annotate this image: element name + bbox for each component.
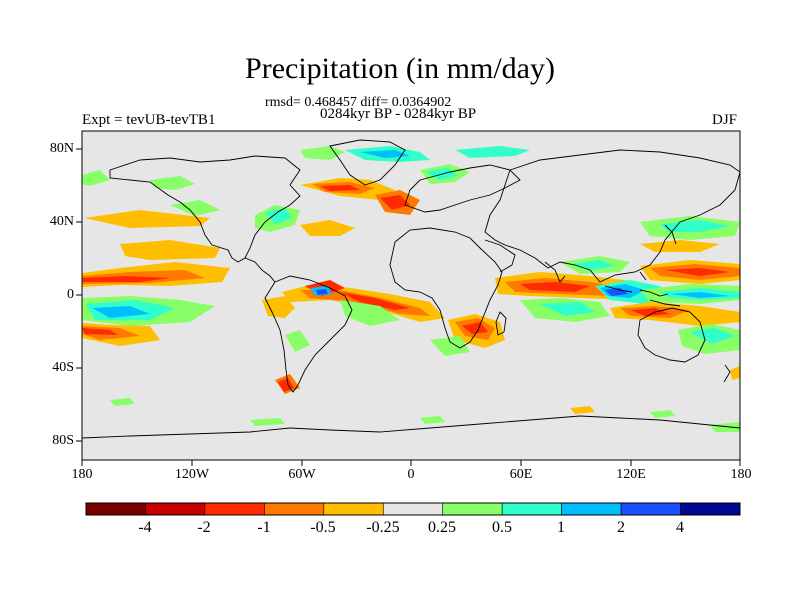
lat-label-40s: 40S [52,360,74,375]
lon-label-180w: 180 [71,467,93,482]
colorbar-box [323,502,384,516]
coastlines [82,139,740,439]
lon-label-180e: 180 [730,467,752,482]
lon-label-0: 0 [407,467,415,482]
colorbar-box [264,502,325,516]
period-text: 0284kyr BP - 0284kyr BP [320,106,477,122]
colorbar-box [85,502,146,516]
lon-label-120e: 120E [616,467,646,482]
colorbar-box [680,502,741,516]
stats-text: rmsd= 0.468457 diff= 0.0364902 [265,95,452,110]
lat-label-0: 0 [67,287,74,302]
anomaly-shading [82,146,740,432]
lat-label-80s: 80S [52,433,74,448]
colorbar-label: -1 [257,519,271,536]
lat-label-40n: 40N [49,214,74,229]
colorbar-label: 1 [557,519,565,536]
colorbar-box [382,502,444,516]
season-label: DJF [712,112,738,128]
colorbar-label: -0.25 [366,519,400,536]
colorbar-label: 0.25 [428,519,456,536]
colorbar-frame [85,502,741,516]
colorbar-box [561,502,622,516]
lon-label-60w: 60W [288,467,316,482]
colorbar-box [620,502,681,516]
colorbar-box [442,502,503,516]
colorbar-label: 2 [617,519,625,536]
colorbar-box [145,502,206,516]
colorbar-label: 4 [676,519,684,536]
lat-label-80n: 80N [49,141,74,156]
axis-ticks [76,148,741,466]
colorbar-box [204,502,265,516]
map-title: Precipitation (in mm/day) [245,52,555,85]
lon-label-60e: 60E [509,467,533,482]
colorbar-label: -4 [138,519,152,536]
colorbar-label: -0.5 [310,519,336,536]
colorbar-box [501,502,562,516]
colorbar-label: 0.5 [492,519,512,536]
experiment-label: Expt = tevUB-tevTB1 [82,112,216,128]
colorbar-label: -2 [197,519,211,536]
lon-label-120w: 120W [174,467,210,482]
